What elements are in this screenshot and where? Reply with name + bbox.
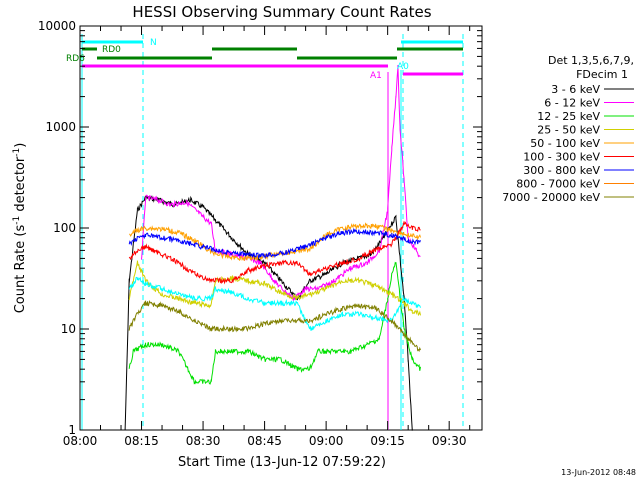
series-line — [128, 299, 421, 353]
series-line — [128, 227, 421, 259]
series-layer — [124, 64, 421, 431]
y-axis-label: Count Rate (s-1 detector-1) — [12, 143, 28, 314]
y-tick-label: 10000 — [38, 19, 76, 33]
y-tick-label: 100 — [53, 221, 76, 235]
legend-entry-label: 25 - 50 keV — [537, 124, 600, 137]
annotation-label: A1 — [370, 71, 382, 81]
legend-entry-label: 12 - 25 keV — [537, 110, 600, 123]
legend-entry-label: 100 - 300 keV — [523, 151, 600, 164]
x-tick-label: 08:15 — [124, 434, 159, 448]
y-tick-label: 10 — [61, 322, 76, 336]
y-axis: 1 10 100 1000 10000 — [38, 19, 482, 437]
legend-entry-label: 3 - 6 keV — [551, 83, 600, 96]
series-line — [141, 64, 421, 301]
series-line — [128, 276, 421, 331]
legend-entry-label: 300 - 800 keV — [523, 164, 600, 177]
x-tick-label: 08:30 — [186, 434, 221, 448]
legend-entry-label: 6 - 12 keV — [544, 97, 600, 110]
x-tick-label: 08:45 — [247, 434, 282, 448]
series-line — [128, 261, 421, 385]
y-tick-label: 1 — [68, 423, 76, 437]
annotation-label: RD0 — [102, 45, 121, 55]
x-axis: 08:00 08:15 08:30 08:45 09:00 09:15 09:30 — [63, 26, 471, 448]
series-line — [128, 260, 421, 317]
x-tick-label: 09:30 — [432, 434, 467, 448]
annotation-bars: N RD0 RD6 A1 A0 — [66, 38, 463, 81]
legend-entry-label: 7000 - 20000 keV — [502, 191, 600, 204]
series-line — [124, 195, 413, 431]
x-tick-label: 08:00 — [63, 434, 98, 448]
timestamp: 13-Jun-2012 08:48 — [561, 468, 636, 477]
x-tick-label: 09:00 — [309, 434, 344, 448]
legend-entry-label: 800 - 7000 keV — [516, 178, 600, 191]
legend-entry-label: 50 - 100 keV — [530, 137, 600, 150]
x-axis-label: Start Time (13-Jun-12 07:59:22) — [178, 455, 386, 470]
x-tick-label: 09:15 — [370, 434, 405, 448]
annotation-label: RD6 — [66, 54, 85, 64]
annotation-label: A0 — [397, 62, 409, 72]
legend-header-1: Det 1,3,5,6,7,9, — [548, 54, 634, 67]
y-tick-label: 1000 — [45, 120, 76, 134]
legend-header-2: FDecim 1 — [576, 68, 628, 81]
vertical-markers — [81, 34, 464, 430]
annotation-label: N — [150, 38, 157, 48]
series-line — [128, 221, 421, 285]
chart-title: HESSI Observing Summary Count Rates — [132, 3, 431, 21]
